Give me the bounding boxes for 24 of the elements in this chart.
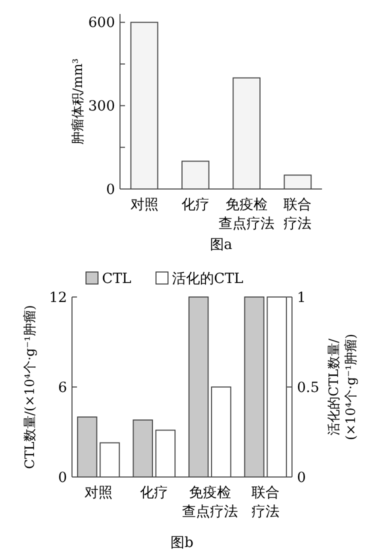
y2-axis-title: 活化的CTL数量/(×10⁴个·g⁻¹肿瘤)	[327, 334, 359, 440]
text: 图a	[210, 237, 232, 253]
y-tick-label: 6	[58, 380, 68, 396]
text: 图b	[170, 535, 194, 551]
y-tick-label: 0	[106, 182, 115, 198]
y2-tick-label: 0	[297, 470, 306, 486]
x-tick-label: 免疫检查点疗法	[218, 197, 275, 232]
x-tick-label: 化疗	[181, 197, 210, 213]
x-tick-label: 联合疗法	[252, 485, 280, 520]
y-axis-title: 肿瘤体积/mm³	[70, 58, 86, 145]
y2-tick-label: 1	[297, 290, 306, 306]
x-tick-label: 化疗	[140, 485, 168, 501]
x-tick-label: 对照	[84, 485, 112, 501]
y-tick-label: 12	[49, 290, 67, 306]
x-tick-label: 对照	[130, 197, 158, 213]
y-tick-label: 600	[88, 15, 115, 32]
y-tick-label: 300	[88, 98, 115, 115]
y-axis-title: CTL数量/(×10⁴个·g⁻¹肿瘤)	[22, 305, 38, 469]
y2-tick-label: 0.5	[297, 380, 320, 396]
legend-label: CTL	[102, 271, 132, 287]
x-tick-label: 免疫检查点疗法	[182, 485, 238, 520]
y-tick-label: 0	[58, 470, 67, 486]
x-tick-label: 联合疗法	[284, 197, 312, 232]
legend-label: 活化的CTL	[172, 271, 244, 287]
